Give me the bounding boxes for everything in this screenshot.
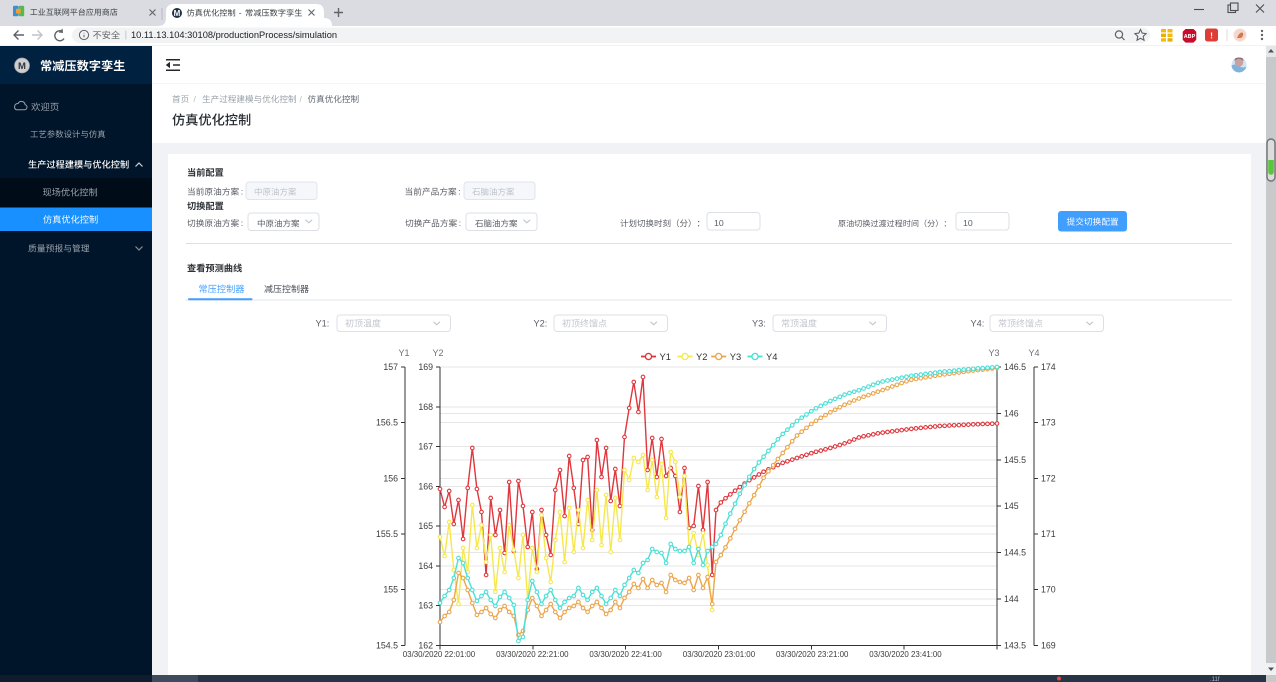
svg-text:174: 174: [1041, 362, 1056, 372]
svg-text:143.5: 143.5: [1004, 640, 1026, 650]
svg-text:162: 162: [418, 640, 433, 650]
svg-text:Y3: Y3: [988, 348, 999, 358]
svg-text:03/30/2020 22:01:00: 03/30/2020 22:01:00: [403, 650, 476, 659]
svg-text:155.5: 155.5: [376, 529, 398, 539]
svg-text:M: M: [18, 61, 26, 72]
svg-text:145: 145: [1004, 501, 1019, 511]
svg-text:-: -: [239, 9, 242, 18]
svg-text:167: 167: [418, 442, 433, 452]
svg-text:/: /: [300, 94, 303, 104]
svg-text::: :: [458, 187, 460, 197]
svg-text:144: 144: [1004, 594, 1019, 604]
svg-text:155: 155: [383, 585, 398, 595]
svg-text:164: 164: [418, 561, 433, 571]
svg-text:Y2: Y2: [696, 351, 707, 362]
svg-text:171: 171: [1041, 529, 1056, 539]
svg-text:Y4:: Y4:: [971, 318, 985, 328]
svg-text:Y4: Y4: [766, 351, 777, 362]
svg-text:.11f: .11f: [1210, 677, 1220, 682]
svg-text::: :: [459, 218, 461, 228]
svg-text:Y3: Y3: [730, 351, 741, 362]
svg-text:M: M: [174, 9, 181, 18]
svg-text:10: 10: [963, 218, 973, 228]
svg-text:144.5: 144.5: [1004, 548, 1026, 558]
svg-text:146: 146: [1004, 408, 1019, 418]
svg-text:173: 173: [1041, 418, 1056, 428]
svg-text:10.11.13.104:30108/productionP: 10.11.13.104:30108/productionProcess/sim…: [131, 30, 337, 40]
svg-text:165: 165: [418, 521, 433, 531]
svg-text:157: 157: [383, 362, 398, 372]
svg-text:10: 10: [714, 218, 724, 228]
svg-text:156: 156: [383, 473, 398, 483]
svg-text:156.5: 156.5: [376, 418, 398, 428]
svg-text:163: 163: [418, 601, 433, 611]
svg-text:146.5: 146.5: [1004, 362, 1026, 372]
svg-text:Y1: Y1: [398, 348, 409, 358]
svg-text:Y2: Y2: [432, 348, 443, 358]
svg-text:Y1:: Y1:: [316, 318, 330, 328]
svg-text:!: !: [1210, 30, 1213, 40]
svg-text::: :: [241, 218, 243, 228]
svg-text:03/30/2020 23:41:00: 03/30/2020 23:41:00: [869, 650, 942, 659]
svg-text:172: 172: [1041, 473, 1056, 483]
svg-text:169: 169: [418, 362, 433, 372]
svg-text:169: 169: [1041, 640, 1056, 650]
svg-text:Y3:: Y3:: [752, 318, 766, 328]
svg-text:145.5: 145.5: [1004, 455, 1026, 465]
svg-text:Y4: Y4: [1028, 348, 1039, 358]
svg-text:03/30/2020 22:21:00: 03/30/2020 22:21:00: [496, 650, 569, 659]
svg-text:154.5: 154.5: [376, 640, 398, 650]
svg-text:03/30/2020 23:01:00: 03/30/2020 23:01:00: [683, 650, 756, 659]
svg-text:ABP: ABP: [1184, 34, 1196, 40]
svg-text:03/30/2020 23:21:00: 03/30/2020 23:21:00: [776, 650, 849, 659]
svg-text::: :: [241, 187, 243, 197]
svg-text:170: 170: [1041, 585, 1056, 595]
svg-text:168: 168: [418, 402, 433, 412]
svg-text:/: /: [194, 94, 197, 104]
svg-text:Y1: Y1: [660, 351, 671, 362]
svg-text:03/30/2020 22:41:00: 03/30/2020 22:41:00: [589, 650, 662, 659]
svg-text:Y2:: Y2:: [534, 318, 548, 328]
svg-text:166: 166: [418, 481, 433, 491]
